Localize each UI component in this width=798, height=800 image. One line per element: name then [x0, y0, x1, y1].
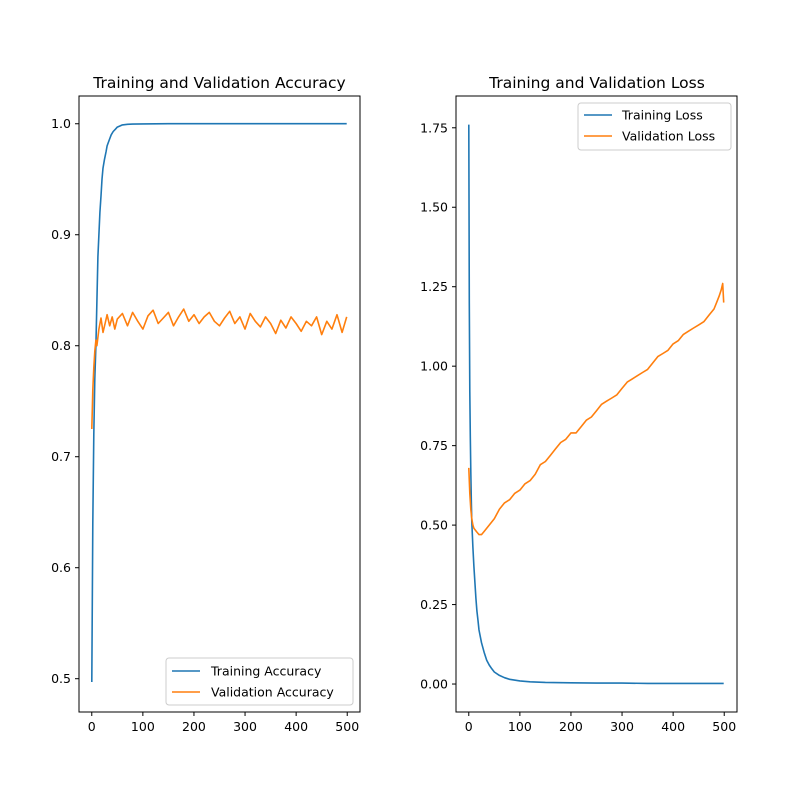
accuracy-x-tick-label: 200: [182, 719, 206, 734]
accuracy-x-tick-label: 400: [284, 719, 308, 734]
loss-legend-box: [577, 102, 732, 151]
series-line-validation-accuracy: [91, 308, 348, 430]
loss-series: [467, 124, 725, 685]
accuracy-legend-box: [165, 657, 354, 706]
accuracy-y-tick-label: 0.7: [51, 449, 71, 464]
legend-label-training-loss: Training Loss: [621, 108, 703, 123]
loss-x-tick-label: 400: [661, 719, 685, 734]
accuracy-x-tick-label: 300: [233, 719, 257, 734]
accuracy-x-tick-label: 0: [88, 719, 96, 734]
loss-chart-title: Training and Validation Loss: [488, 74, 705, 92]
legend-label-training-accuracy: Training Accuracy: [210, 664, 322, 679]
loss-y-tick-label: 1.00: [420, 359, 448, 374]
accuracy-chart-title: Training and Validation Accuracy: [92, 74, 345, 92]
series-line-validation-loss: [468, 282, 725, 536]
accuracy-y-tick-label: 0.6: [51, 560, 71, 575]
loss-x-tick-label: 500: [712, 719, 736, 734]
loss-plot-frame: [455, 95, 738, 713]
accuracy-y-tick-label: 0.8: [51, 338, 71, 353]
accuracy-series: [91, 122, 348, 683]
accuracy-y-tick-label: 0.5: [51, 671, 71, 686]
loss-legend: Training Loss Validation Loss: [577, 102, 732, 151]
loss-y-tick-label: 0.75: [420, 438, 448, 453]
loss-y-tick-label: 0.00: [420, 677, 448, 692]
accuracy-x-tick-label: 100: [131, 719, 155, 734]
legend-label-validation-loss: Validation Loss: [622, 129, 715, 144]
loss-y-tick-label: 0.25: [420, 597, 448, 612]
loss-y-tick-label: 1.75: [420, 120, 448, 135]
accuracy-y-tick-label: 0.9: [51, 227, 71, 242]
loss-y-tick-label: 1.25: [420, 279, 448, 294]
accuracy-ticks: 0 100 200 300 400 500 0.5 0.6 0.7 0.8 0.9 1.0: [51, 116, 359, 734]
loss-chart: Training and Validation Loss 0 100 200 300 4…: [420, 74, 738, 734]
loss-y-tick-label: 0.50: [420, 518, 448, 533]
loss-x-tick-label: 300: [610, 719, 634, 734]
accuracy-x-tick-label: 500: [335, 719, 359, 734]
accuracy-legend: Training Accuracy Validation Accuracy: [165, 657, 354, 706]
loss-x-tick-label: 100: [508, 719, 532, 734]
series-line-training-accuracy: [91, 122, 347, 683]
loss-x-tick-label: 0: [465, 719, 473, 734]
legend-label-validation-accuracy: Validation Accuracy: [211, 685, 334, 700]
accuracy-y-tick-label: 1.0: [51, 116, 71, 131]
loss-x-tick-label: 200: [559, 719, 583, 734]
loss-y-tick-label: 1.50: [420, 200, 448, 215]
accuracy-chart: Training and Validation Accuracy 0 100 200…: [51, 74, 361, 734]
accuracy-plot-frame: [78, 95, 361, 713]
loss-ticks: 0 100 200 300 400 500 0.00 0.25 0.50 0.75 1.00 1.25…: [420, 120, 736, 734]
